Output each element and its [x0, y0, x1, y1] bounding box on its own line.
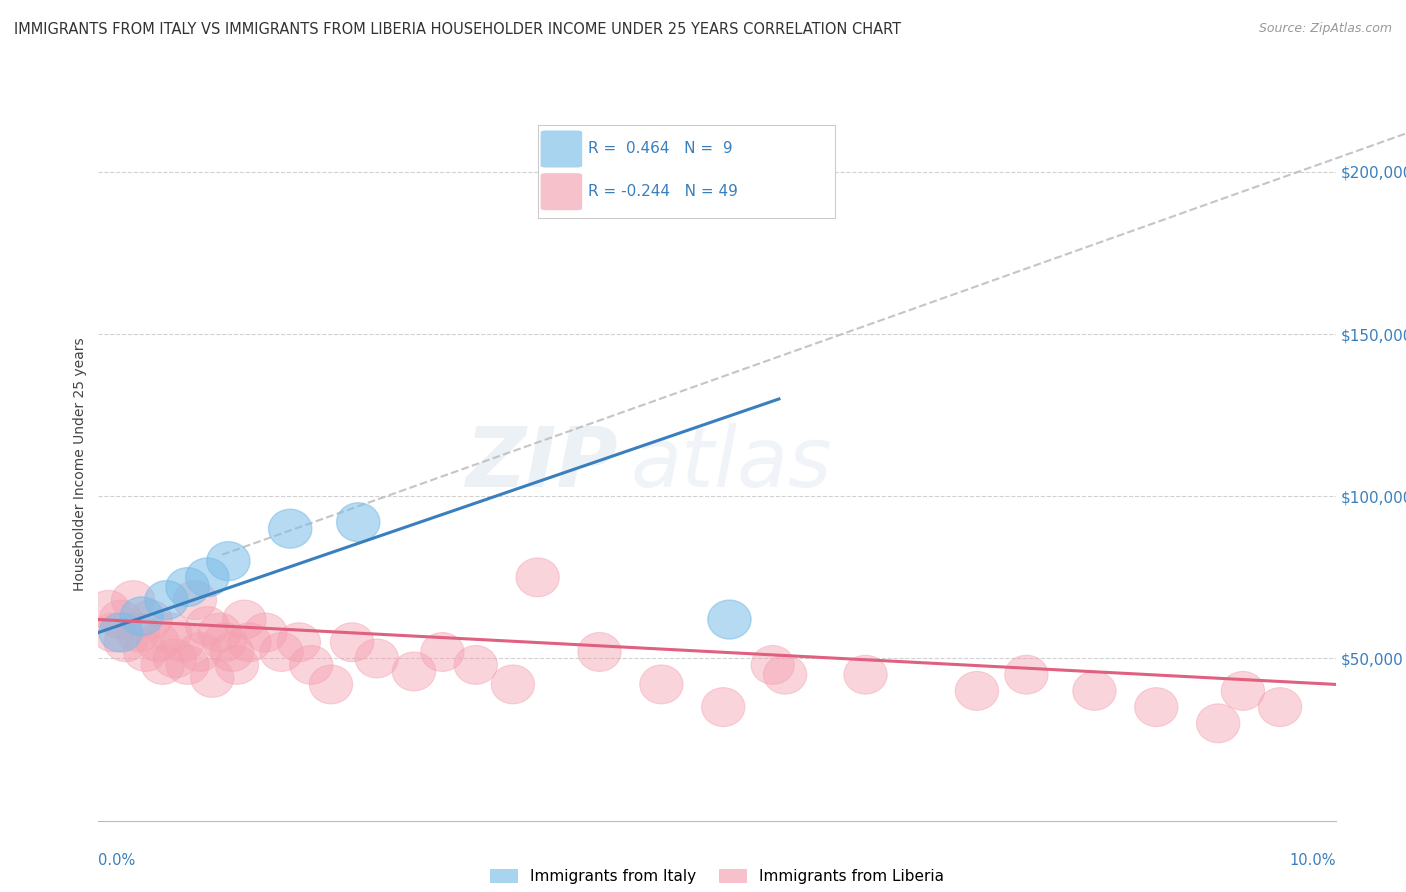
Ellipse shape [1135, 688, 1178, 727]
Ellipse shape [104, 623, 148, 662]
Ellipse shape [153, 639, 197, 678]
Ellipse shape [640, 665, 683, 704]
Text: Source: ZipAtlas.com: Source: ZipAtlas.com [1258, 22, 1392, 36]
Ellipse shape [1073, 672, 1116, 710]
Ellipse shape [179, 632, 222, 672]
Ellipse shape [98, 613, 142, 652]
Ellipse shape [87, 591, 129, 629]
Ellipse shape [330, 623, 374, 662]
Ellipse shape [124, 632, 167, 672]
Ellipse shape [141, 646, 184, 684]
Ellipse shape [1197, 704, 1240, 743]
Ellipse shape [336, 503, 380, 541]
Ellipse shape [844, 656, 887, 694]
Ellipse shape [160, 623, 204, 662]
Ellipse shape [243, 613, 287, 652]
Ellipse shape [173, 581, 217, 620]
Ellipse shape [491, 665, 534, 704]
Ellipse shape [186, 607, 229, 646]
Text: ZIP: ZIP [465, 424, 619, 504]
Ellipse shape [702, 688, 745, 727]
Ellipse shape [1222, 672, 1264, 710]
Ellipse shape [136, 623, 180, 662]
Text: 10.0%: 10.0% [1289, 853, 1336, 868]
Ellipse shape [269, 509, 312, 549]
Ellipse shape [215, 646, 259, 684]
Ellipse shape [117, 613, 160, 652]
Ellipse shape [309, 665, 353, 704]
Ellipse shape [751, 646, 794, 684]
Ellipse shape [166, 646, 209, 684]
Ellipse shape [207, 541, 250, 581]
Ellipse shape [98, 600, 142, 639]
Ellipse shape [707, 600, 751, 639]
Ellipse shape [420, 632, 464, 672]
Ellipse shape [277, 623, 321, 662]
Ellipse shape [149, 613, 191, 652]
Ellipse shape [186, 558, 229, 597]
Ellipse shape [763, 656, 807, 694]
Ellipse shape [198, 613, 242, 652]
Ellipse shape [228, 623, 271, 662]
Ellipse shape [260, 632, 304, 672]
Ellipse shape [516, 558, 560, 597]
Ellipse shape [454, 646, 498, 684]
Ellipse shape [578, 632, 621, 672]
Ellipse shape [222, 600, 266, 639]
Ellipse shape [392, 652, 436, 691]
Y-axis label: Householder Income Under 25 years: Householder Income Under 25 years [73, 337, 87, 591]
Ellipse shape [356, 639, 398, 678]
Legend: Immigrants from Italy, Immigrants from Liberia: Immigrants from Italy, Immigrants from L… [491, 870, 943, 884]
Ellipse shape [91, 613, 135, 652]
Ellipse shape [1258, 688, 1302, 727]
Ellipse shape [111, 581, 155, 620]
Ellipse shape [145, 581, 188, 620]
Text: IMMIGRANTS FROM ITALY VS IMMIGRANTS FROM LIBERIA HOUSEHOLDER INCOME UNDER 25 YEA: IMMIGRANTS FROM ITALY VS IMMIGRANTS FROM… [14, 22, 901, 37]
Ellipse shape [211, 632, 253, 672]
Ellipse shape [129, 600, 172, 639]
Ellipse shape [191, 658, 233, 698]
Ellipse shape [1005, 656, 1047, 694]
Ellipse shape [955, 672, 998, 710]
Text: atlas: atlas [630, 424, 832, 504]
Ellipse shape [166, 567, 209, 607]
Ellipse shape [290, 646, 333, 684]
Ellipse shape [202, 623, 246, 662]
Ellipse shape [120, 597, 163, 636]
Text: 0.0%: 0.0% [98, 853, 135, 868]
